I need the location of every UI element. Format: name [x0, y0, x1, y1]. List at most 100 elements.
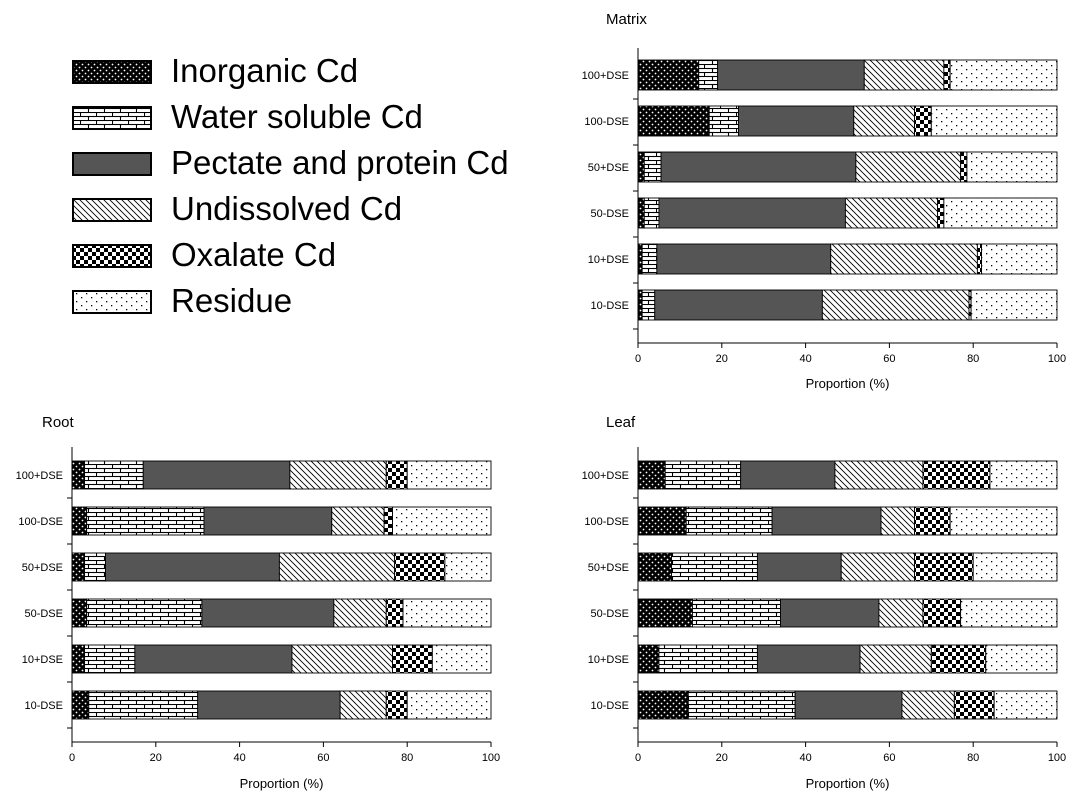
bar-segment-oxalate-cd: [394, 552, 446, 582]
bar-segment-residue: [981, 243, 1058, 275]
bar-segment-inorganic-cd: [637, 105, 710, 137]
x-tick-label: 0: [635, 752, 641, 764]
bar-segment-inorganic-cd: [637, 552, 672, 582]
bar-segment-pectate-and-protein-cd: [142, 460, 291, 490]
x-tick-label: 40: [233, 752, 245, 764]
bar-segment-water-soluble-cd: [643, 197, 660, 229]
bar-segment-oxalate-cd: [953, 690, 995, 720]
category-label: 50+DSE: [588, 562, 629, 574]
bar-segment-inorganic-cd: [71, 552, 86, 582]
chart-title: Leaf: [606, 414, 636, 431]
bar-segment-oxalate-cd: [914, 506, 951, 536]
category-label: 50-DSE: [590, 608, 629, 620]
legend-item-undissolved-cd: Undissolved Cd: [72, 190, 402, 227]
chart-root: Root 100+DSE 100-DSE 50+DSE 50-DSE 10+DSE 10-D…: [16, 414, 501, 791]
category-label: 10-DSE: [590, 700, 629, 712]
legend-label: Inorganic Cd: [171, 52, 358, 89]
bar-segment-pectate-and-protein-cd: [740, 460, 836, 490]
charts: Matrix 100+DSE 100-DSE 50+DSE 50-DSE 10+DSE 10…: [16, 11, 1067, 791]
legend-swatch-oxalate-cd: [72, 244, 152, 268]
bar-segment-water-soluble-cd: [84, 552, 106, 582]
bar-segment-water-soluble-cd: [658, 644, 758, 674]
chart-matrix: Matrix 100+DSE 100-DSE 50+DSE 50-DSE 10+DSE 10…: [582, 11, 1067, 391]
legend-label: Undissolved Cd: [171, 190, 402, 227]
bar-segment-residue: [930, 105, 1058, 137]
category-label: 10+DSE: [588, 254, 629, 266]
bar-segment-oxalate-cd: [392, 644, 433, 674]
x-axis-label: Proportion (%): [806, 376, 890, 391]
legend-item-pectate-and-protein-cd: Pectate and protein Cd: [72, 144, 509, 181]
bar-segment-pectate-and-protein-cd: [771, 506, 882, 536]
bar-segment-pectate-and-protein-cd: [197, 690, 341, 720]
bar-segment-oxalate-cd: [385, 460, 408, 490]
bar-segment-residue: [972, 552, 1058, 582]
legend-label: Residue: [171, 282, 292, 319]
bar-segment-inorganic-cd: [637, 243, 643, 275]
bar-segment-residue: [406, 460, 492, 490]
x-tick-label: 20: [150, 752, 162, 764]
legend-item-water-soluble-cd: Water soluble Cd: [72, 98, 423, 135]
legend: Inorganic Cd Water soluble Cd Pectate and …: [72, 52, 509, 319]
legend-label: Water soluble Cd: [171, 98, 423, 135]
bar-segment-undissolved-cd: [855, 151, 962, 183]
x-tick-label: 60: [883, 752, 895, 764]
bar-segment-pectate-and-protein-cd: [656, 243, 832, 275]
category-label: 50+DSE: [588, 162, 629, 174]
bar-segment-residue: [966, 151, 1058, 183]
bar-segment-undissolved-cd: [834, 460, 924, 490]
bar-segment-oxalate-cd: [383, 506, 393, 536]
bar-segment-water-soluble-cd: [86, 598, 203, 628]
bar-segment-inorganic-cd: [637, 59, 700, 91]
bar-segment-inorganic-cd: [637, 690, 689, 720]
bar-segment-inorganic-cd: [637, 289, 643, 321]
bar-segment-inorganic-cd: [637, 506, 687, 536]
bar-segment-undissolved-cd: [844, 197, 939, 229]
bar-segment-pectate-and-protein-cd: [717, 59, 865, 91]
x-tick-label: 60: [883, 353, 895, 365]
legend-label: Oxalate Cd: [171, 236, 336, 273]
bar-segment-undissolved-cd: [339, 690, 387, 720]
bar-segment-oxalate-cd: [922, 598, 962, 628]
x-tick-label: 60: [317, 752, 329, 764]
bar-segment-oxalate-cd: [914, 552, 974, 582]
category-label: 100-DSE: [18, 516, 63, 528]
bar-segment-undissolved-cd: [291, 644, 393, 674]
bar-segment-undissolved-cd: [863, 59, 945, 91]
bar-segment-inorganic-cd: [71, 690, 90, 720]
bar-segment-inorganic-cd: [71, 460, 86, 490]
bar-segment-undissolved-cd: [878, 598, 924, 628]
x-tick-label: 100: [482, 752, 500, 764]
chart-title: Matrix: [606, 11, 647, 28]
bar-segment-water-soluble-cd: [708, 105, 740, 137]
x-tick-label: 80: [401, 752, 413, 764]
x-tick-label: 80: [967, 353, 979, 365]
bar-segment-inorganic-cd: [637, 197, 645, 229]
bar-segment-inorganic-cd: [71, 506, 88, 536]
category-label: 50-DSE: [590, 208, 629, 220]
bar-segment-water-soluble-cd: [671, 552, 758, 582]
bar-segment-undissolved-cd: [278, 552, 396, 582]
bar-segment-residue: [444, 552, 492, 582]
bar-segment-oxalate-cd: [930, 644, 987, 674]
legend-swatch-water-soluble-cd: [72, 106, 152, 130]
bar-segment-oxalate-cd: [976, 243, 983, 275]
bar-segment-water-soluble-cd: [84, 460, 144, 490]
bar-segment-undissolved-cd: [821, 289, 970, 321]
bar-segment-pectate-and-protein-cd: [658, 197, 846, 229]
x-tick-label: 40: [799, 353, 811, 365]
legend-item-inorganic-cd: Inorganic Cd: [72, 52, 358, 89]
bar-segment-pectate-and-protein-cd: [738, 105, 855, 137]
bar-segment-residue: [943, 197, 1058, 229]
bar-segment-residue: [431, 644, 492, 674]
x-tick-label: 0: [69, 752, 75, 764]
bar-segment-water-soluble-cd: [643, 151, 662, 183]
legend-swatch-undissolved-cd: [72, 198, 152, 222]
category-label: 100-DSE: [584, 516, 629, 528]
bar-segment-pectate-and-protein-cd: [654, 289, 823, 321]
bar-segment-undissolved-cd: [901, 690, 955, 720]
bar-segment-water-soluble-cd: [664, 460, 742, 490]
x-tick-label: 100: [1048, 752, 1066, 764]
bar-segment-residue: [970, 289, 1058, 321]
bar-segment-residue: [949, 59, 1058, 91]
bar-segment-undissolved-cd: [331, 506, 385, 536]
